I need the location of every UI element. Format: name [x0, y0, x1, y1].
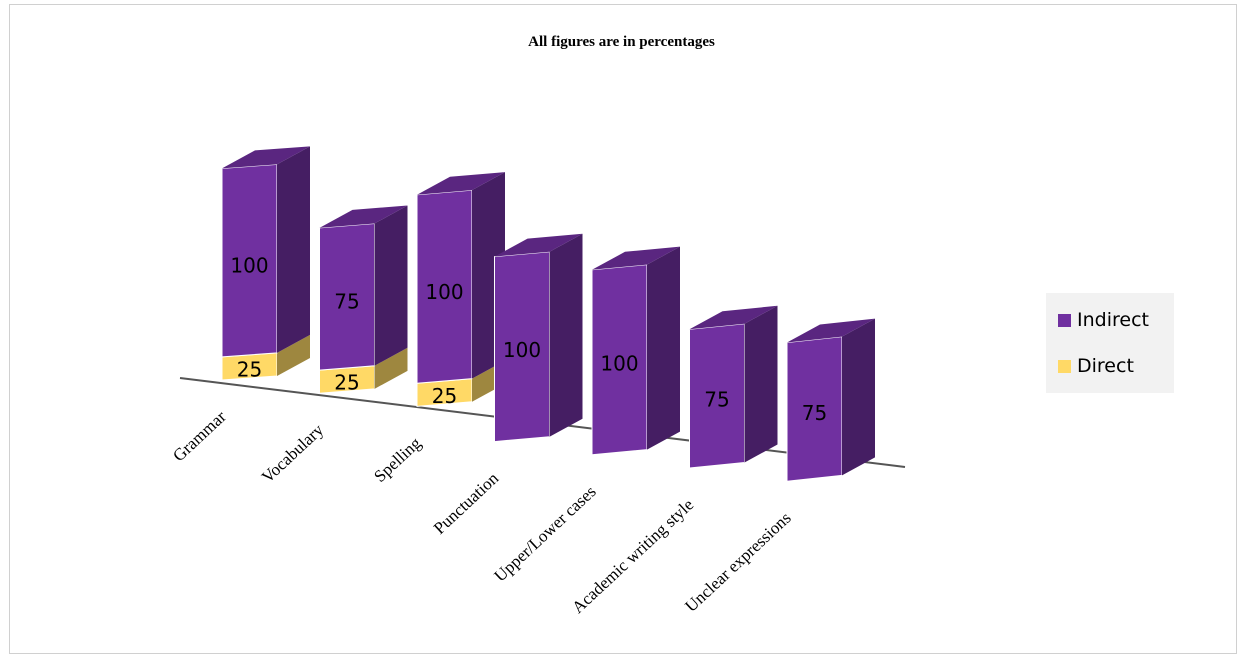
category-label-5: Academic writing style [568, 495, 697, 617]
legend: Indirect Direct [1046, 293, 1174, 393]
bar-side-indirect-4 [647, 246, 680, 450]
legend-item-direct: Direct [1058, 355, 1134, 377]
category-label-1: Vocabulary [258, 420, 328, 487]
bars-group: 25 100 25 75 25 100 100 100 75 75 [221, 146, 875, 482]
bar-side-indirect-0 [277, 146, 310, 353]
category-label-4: Upper/Lower cases [490, 482, 599, 586]
category-label-2: Spelling [370, 433, 425, 486]
bar-top-3 [494, 233, 583, 257]
bar-top-5 [689, 305, 778, 330]
legend-label-direct: Direct [1077, 355, 1134, 377]
bar-punctuation: 100 [494, 233, 583, 443]
bar-top-1 [319, 205, 408, 228]
bar-side-indirect-6 [842, 318, 875, 476]
category-label-6: Unclear expressions [681, 508, 794, 616]
data-label-indirect-2: 100 [425, 280, 463, 304]
bar-academic-writing-style: 75 [689, 305, 778, 469]
bar-side-direct-1 [374, 347, 408, 389]
data-label-indirect-6: 75 [802, 401, 827, 425]
bar-side-indirect-1 [374, 205, 408, 366]
legend-swatch-direct [1058, 359, 1071, 373]
legend-swatch-indirect [1058, 313, 1071, 327]
bar-spelling: 25 100 [416, 172, 505, 408]
bar-top-0 [222, 146, 310, 169]
bar-top-2 [417, 172, 505, 195]
bar-grammar: 25 100 [221, 146, 310, 381]
bar-upper-lower-cases: 100 [591, 246, 680, 456]
category-label-3: Punctuation [430, 468, 503, 538]
bar-vocabulary: 25 75 [319, 205, 408, 395]
data-label-direct-0: 25 [237, 357, 262, 381]
bar-unclear-expressions: 75 [786, 318, 875, 482]
data-label-indirect-4: 100 [600, 351, 638, 375]
data-label-indirect-0: 100 [230, 253, 268, 277]
bar-side-direct-0 [277, 334, 310, 376]
bar-side-indirect-5 [744, 305, 778, 463]
data-label-indirect-3: 100 [503, 338, 541, 362]
data-label-direct-1: 25 [334, 371, 359, 395]
legend-label-indirect: Indirect [1077, 309, 1149, 331]
chart-title: All figures are in percentages [528, 34, 715, 50]
data-label-indirect-1: 75 [334, 290, 359, 314]
category-label-0: Grammar [169, 407, 230, 466]
data-label-indirect-5: 75 [704, 388, 729, 412]
bar-top-4 [592, 246, 680, 270]
data-label-direct-2: 25 [432, 384, 457, 408]
legend-item-indirect: Indirect [1058, 309, 1149, 331]
bar-side-indirect-3 [549, 233, 583, 437]
bar-top-6 [787, 318, 875, 343]
